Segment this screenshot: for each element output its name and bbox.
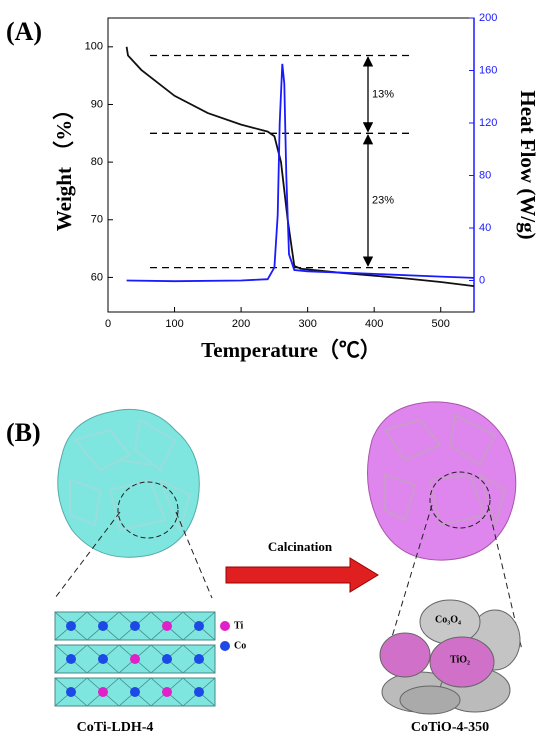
zoom-circle	[117, 481, 179, 539]
y2-tick-label: 80	[479, 169, 491, 181]
zoom-circle	[429, 471, 491, 529]
arrow-label: Calcination	[268, 539, 333, 554]
panel-label: (A)	[6, 17, 42, 46]
y2-axis-label: Heat Flow (W/g)	[516, 90, 540, 239]
y-tick-label: 90	[91, 98, 103, 110]
x-axis-label: Temperature（℃）	[201, 338, 381, 362]
zoom-line	[175, 511, 213, 599]
y2-tick-label: 200	[479, 12, 497, 24]
y-tick-label: 100	[85, 41, 103, 53]
ldh-lattice	[54, 611, 216, 707]
legend-swatch	[220, 641, 230, 651]
particle-texture	[383, 413, 507, 529]
phase-label: Co₃O₄	[435, 614, 461, 625]
caption: CoTi-LDH-4	[77, 720, 154, 735]
particle-texture	[69, 418, 192, 534]
panel-label: (B)	[6, 418, 41, 447]
x-tick-label: 100	[165, 318, 183, 330]
y2-tick-label: 40	[479, 222, 491, 234]
annotation: 23%	[372, 194, 394, 206]
zoom-line	[54, 511, 121, 599]
oxide-grains	[379, 599, 521, 715]
data-line	[126, 63, 475, 283]
x-tick-label: 300	[298, 318, 316, 330]
x-tick-label: 0	[105, 318, 111, 330]
zoom-line	[384, 504, 433, 661]
legend-label: Co	[234, 640, 246, 651]
legend-swatch	[220, 621, 230, 631]
y-tick-label: 70	[91, 214, 103, 226]
x-tick-label: 500	[432, 318, 450, 330]
y2-tick-label: 160	[479, 64, 497, 76]
x-tick-label: 400	[365, 318, 383, 330]
legend-label: Ti	[234, 620, 243, 631]
y-tick-label: 80	[91, 156, 103, 168]
calcination-arrow	[225, 557, 379, 593]
y-axis-label: Weight （%）	[52, 99, 76, 231]
y-tick-label: 60	[91, 271, 103, 283]
oxide-particle	[367, 401, 517, 561]
y2-tick-label: 120	[479, 117, 497, 129]
x-tick-label: 200	[232, 318, 250, 330]
phase-label: TiO₂	[450, 654, 470, 665]
y2-tick-label: 0	[479, 274, 485, 286]
chart: 0 100 200 300 400 500 60 70 80 90 100 0 40 80 120 160 20…	[52, 12, 540, 362]
data-line	[125, 46, 475, 287]
diagram: Ti Co CoTi-LDH-4 Calcination Co₃O₄ TiO₂ …	[54, 401, 523, 735]
caption: CoTiO-4-350	[411, 720, 489, 735]
annotation: 13%	[372, 88, 394, 100]
